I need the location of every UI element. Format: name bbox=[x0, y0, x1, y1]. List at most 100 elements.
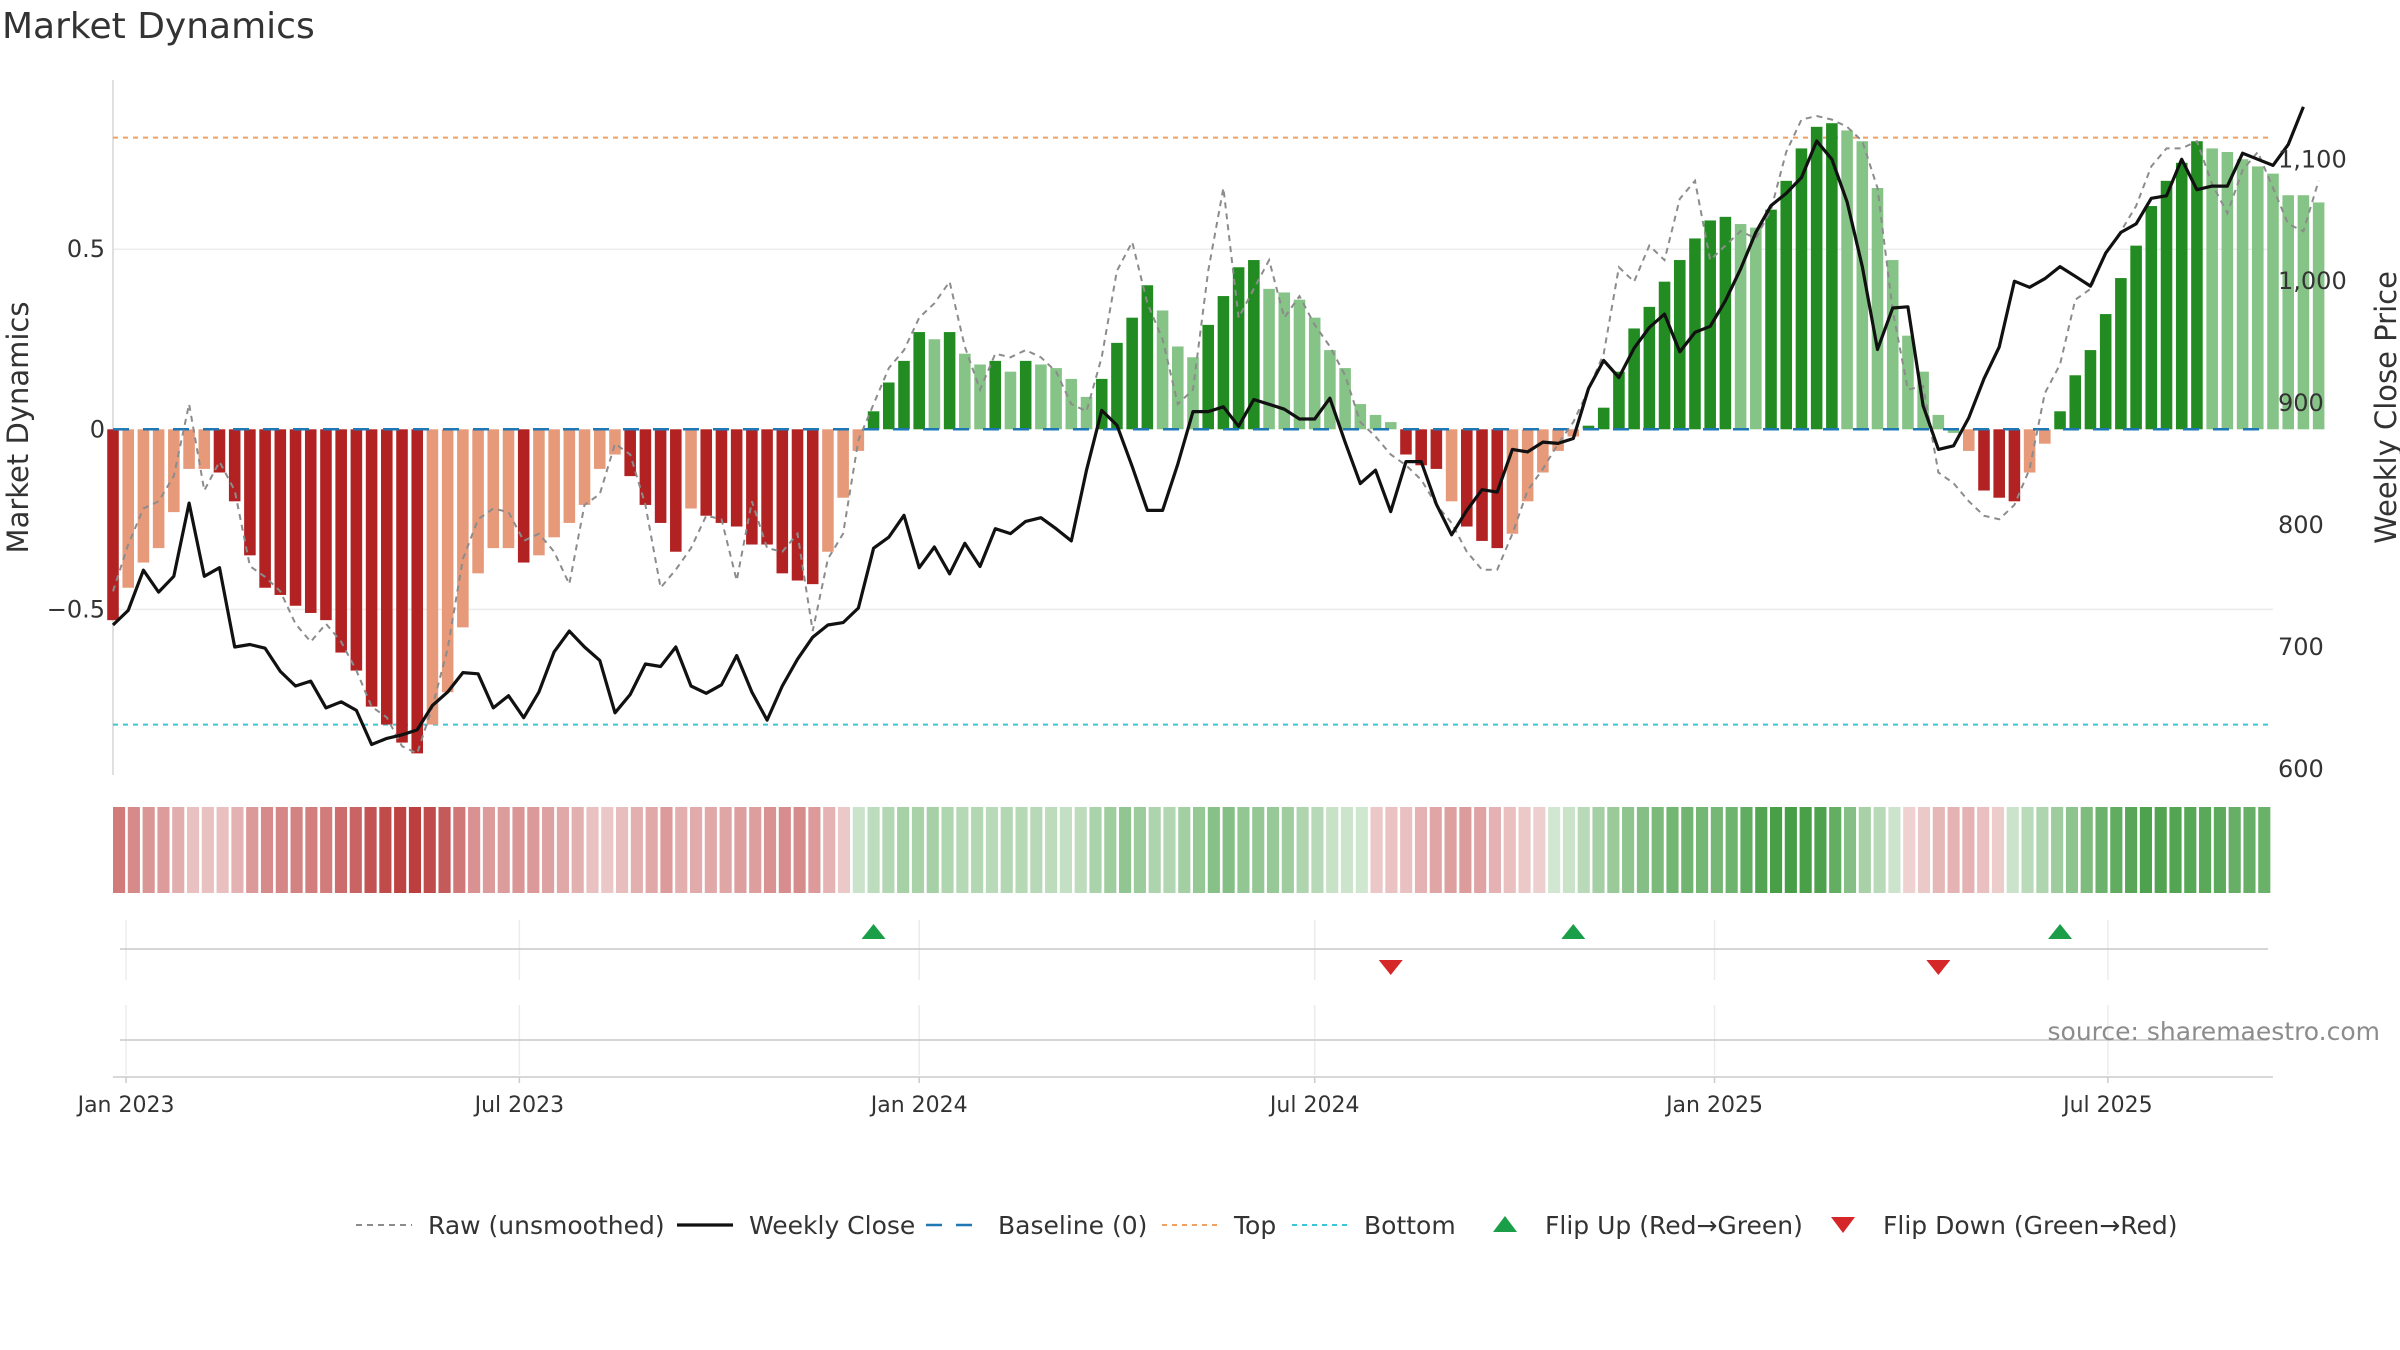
dynamics-bar bbox=[2008, 429, 2021, 502]
legend-label: Weekly Close bbox=[749, 1211, 915, 1240]
grid-layer bbox=[112, 80, 2273, 775]
heat-strip-cell bbox=[1784, 807, 1797, 893]
heat-strip-cell bbox=[2125, 807, 2138, 893]
heat-strip-cell bbox=[1355, 807, 1368, 893]
dynamics-bar bbox=[2054, 411, 2066, 430]
heat-strip-cell bbox=[216, 807, 229, 893]
heat-strip-cell bbox=[985, 807, 999, 893]
y2-tick-label: 1,000 bbox=[2278, 267, 2347, 295]
heat-strip-cell bbox=[201, 807, 214, 893]
heat-strip-cell bbox=[1622, 807, 1635, 893]
legend-swatch bbox=[1831, 1217, 1855, 1233]
dynamics-bar bbox=[1582, 425, 1595, 430]
heat-strip-cell bbox=[2243, 807, 2256, 893]
dynamics-bar bbox=[730, 429, 743, 527]
heat-strip-cell bbox=[1459, 807, 1472, 893]
dynamics-bar bbox=[1126, 317, 1138, 430]
dynamics-bar bbox=[213, 429, 226, 473]
heat-strip-cell bbox=[113, 807, 126, 893]
dynamics-bar bbox=[837, 429, 849, 498]
axes-layer: 0.5 0 −0.5 600 700 800 900 1,000 1,100 Market Dyn… bbox=[1, 145, 2400, 783]
heat-strip-cell bbox=[867, 807, 880, 893]
y2-tick-label: 700 bbox=[2278, 633, 2324, 661]
heat-strip-cell bbox=[660, 807, 673, 893]
dynamics-bar bbox=[259, 429, 271, 588]
heat-strip-cell bbox=[1045, 807, 1058, 893]
heat-strip-cell bbox=[1799, 807, 1812, 893]
heat-strip-cell bbox=[1340, 807, 1354, 893]
dynamics-bar bbox=[639, 429, 652, 505]
heat-strip-cell bbox=[1607, 807, 1620, 893]
dynamics-bar bbox=[578, 429, 591, 505]
heat-strip-cell bbox=[1917, 807, 1931, 893]
heat-strip-cell bbox=[394, 807, 407, 893]
heat-strip-cell bbox=[2228, 807, 2241, 893]
dynamics-bar bbox=[761, 429, 773, 545]
heat-strip-cell bbox=[2139, 807, 2152, 893]
heat-strip-cell bbox=[675, 807, 688, 893]
heat-strip-cell bbox=[2080, 807, 2093, 893]
dynamics-bar bbox=[1050, 368, 1062, 430]
heat-strip-cell bbox=[2184, 807, 2197, 893]
dynamics-bar bbox=[1841, 130, 1853, 430]
dynamics-bar bbox=[411, 429, 424, 754]
heat-strip-cell bbox=[793, 807, 806, 893]
legend-label: Flip Up (Red→Green) bbox=[1545, 1211, 1803, 1240]
legend-label: Baseline (0) bbox=[998, 1211, 1147, 1240]
y-tick-label: 0 bbox=[90, 415, 105, 443]
dynamics-bar bbox=[472, 429, 484, 574]
weekly-close-line bbox=[111, 106, 2305, 747]
heat-strip-cell bbox=[1725, 807, 1738, 893]
dynamics-bar bbox=[1354, 404, 1367, 430]
heat-strip-cell bbox=[1237, 807, 1250, 893]
heat-strip-cell bbox=[364, 807, 377, 893]
heat-strip-cell bbox=[1089, 807, 1102, 893]
dynamics-bar bbox=[2130, 245, 2142, 430]
dynamics-bar bbox=[335, 429, 347, 653]
x-tick-label: Jan 2023 bbox=[76, 1093, 175, 1118]
heat-strip-cell bbox=[1059, 807, 1072, 893]
source-label: source: sharemaestro.com bbox=[2048, 1017, 2381, 1046]
chart-title: Market Dynamics bbox=[2, 6, 315, 47]
dynamics-bar bbox=[381, 429, 393, 725]
dynamics-bar bbox=[1384, 422, 1397, 430]
x-tick-label: Jan 2025 bbox=[1664, 1093, 1763, 1118]
dynamics-bar bbox=[1111, 342, 1123, 430]
dynamics-bar bbox=[2236, 159, 2249, 430]
dynamics-bar bbox=[791, 429, 804, 581]
heat-strip-cell bbox=[1666, 807, 1679, 893]
dynamics-bar bbox=[457, 429, 469, 628]
dynamics-bar bbox=[1080, 396, 1093, 430]
heat-strip-cell bbox=[1814, 807, 1827, 893]
heat-strip-cell bbox=[1296, 807, 1309, 893]
dynamics-bar bbox=[685, 429, 697, 509]
heat-strip-cell bbox=[719, 807, 732, 893]
heat-strip-cell bbox=[1977, 807, 1990, 893]
dynamics-bar bbox=[609, 429, 621, 455]
dynamics-bar bbox=[1308, 317, 1321, 430]
heat-strip-cell bbox=[1740, 807, 1753, 893]
dynamics-bar bbox=[1415, 429, 1427, 466]
heat-strip-cell bbox=[1266, 807, 1280, 893]
heat-strip-cell bbox=[246, 807, 259, 893]
dynamics-bar bbox=[1476, 429, 1488, 541]
empty-panel bbox=[120, 1005, 2268, 1075]
level-lines bbox=[113, 136, 2273, 726]
dynamics-bar bbox=[1400, 429, 1412, 455]
heat-strip-cell bbox=[926, 807, 939, 893]
dynamics-bar bbox=[533, 429, 545, 556]
y2-tick-label: 800 bbox=[2278, 511, 2324, 539]
heat-strip-cell bbox=[1474, 807, 1487, 893]
heat-strip-cell bbox=[1207, 807, 1220, 893]
dynamics-bar bbox=[1795, 148, 1808, 430]
x-tick-label: Jul 2024 bbox=[1268, 1093, 1360, 1118]
dynamics-bar bbox=[1141, 285, 1154, 430]
heat-strip-cell bbox=[1000, 807, 1013, 893]
heat-strip-cell bbox=[1962, 807, 1975, 893]
heat-strip-cell bbox=[689, 807, 703, 893]
heat-strip-cell bbox=[837, 807, 851, 893]
heat-strip-cell bbox=[911, 807, 925, 893]
heat-strip-cell bbox=[1326, 807, 1339, 893]
heat-strip-cell bbox=[1400, 807, 1413, 893]
